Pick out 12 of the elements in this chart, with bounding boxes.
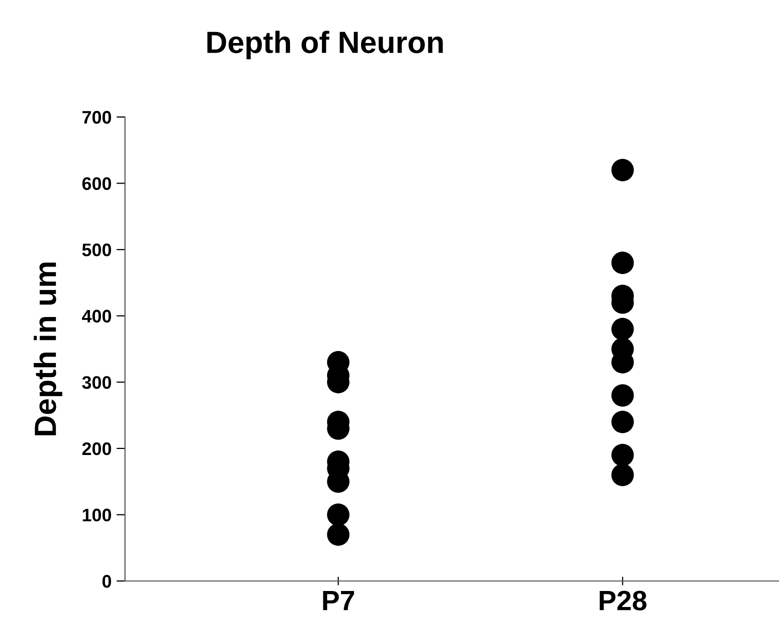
- y-tick-label: 700: [82, 110, 112, 124]
- x-tick-label: P7: [323, 591, 354, 610]
- y-tick-label: 0: [102, 574, 112, 588]
- y-tick-label: 600: [82, 177, 112, 190]
- chart-title: Depth of Neuron: [207, 30, 443, 60]
- y-tick-label: 100: [82, 508, 112, 522]
- y-tick-label: 500: [82, 244, 112, 256]
- y-tick-label: 200: [82, 442, 112, 456]
- y-axis-title: Depth in um: [34, 262, 62, 436]
- y-tick-label: 300: [82, 376, 112, 389]
- y-tick-label: 400: [82, 310, 112, 323]
- x-tick-label: P28: [600, 590, 646, 610]
